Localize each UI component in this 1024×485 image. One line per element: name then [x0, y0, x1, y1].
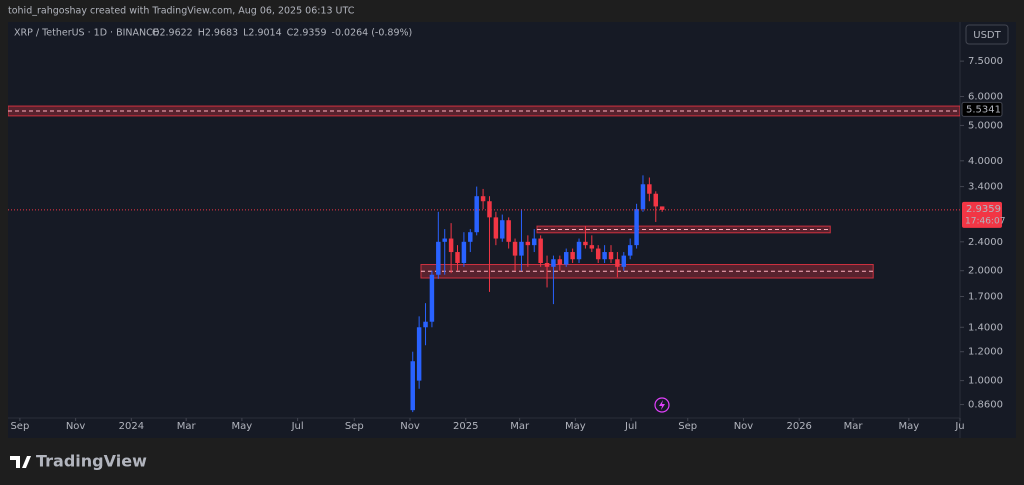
candle-body	[653, 193, 659, 207]
candle-body	[544, 262, 550, 267]
x-tick-label: 2024	[119, 421, 144, 432]
x-tick-label: Ju	[954, 421, 964, 432]
candle-body	[468, 232, 473, 242]
y-tick-label: 1.4000	[968, 322, 1003, 333]
symbol: XRP / TetherUS · 1D · BINANCE	[14, 28, 159, 39]
candle-body	[608, 252, 614, 260]
x-tick-label: Nov	[66, 421, 86, 432]
level-label: 5.5341	[966, 104, 1001, 115]
x-tick-label: 2025	[453, 421, 478, 432]
x-tick-label: Nov	[734, 421, 754, 432]
candle-body	[416, 327, 422, 381]
candle-body	[570, 252, 575, 260]
ohlc-value: L2.9014	[243, 28, 282, 39]
candle-body	[519, 241, 524, 256]
candle-body	[506, 220, 511, 242]
currency-button[interactable]	[965, 24, 1009, 45]
x-tick-label: May	[565, 421, 586, 432]
x-tick-label: Sep	[678, 421, 697, 432]
y-tick-label: 2.4000	[968, 237, 1003, 248]
x-tick-label: 2026	[786, 421, 811, 432]
candle-body	[448, 238, 454, 253]
x-tick-label: Nov	[400, 421, 420, 432]
candle-body	[410, 361, 415, 411]
x-tick-label: Mar	[510, 421, 530, 432]
y-tick-label: 3.4000	[968, 182, 1003, 193]
candle-body	[474, 196, 479, 233]
x-tick-label: Jul	[624, 421, 637, 432]
x-tick-label: May	[898, 421, 919, 432]
candle-body	[647, 184, 652, 194]
y-tick-label: 1.7000	[968, 291, 1003, 302]
ohlc-value: -0.0264 (-0.89%)	[332, 28, 413, 39]
y-tick-label: 5.0000	[968, 120, 1003, 131]
candle-body	[461, 241, 467, 263]
ohlc-value: C2.9359	[287, 28, 327, 39]
candle-body	[595, 248, 601, 260]
candle-body	[538, 238, 543, 263]
candle-body	[615, 259, 620, 267]
candle-body	[621, 255, 627, 267]
countdown: 17:46:07	[965, 216, 1005, 226]
plot	[8, 105, 960, 413]
y-tick-label: 6.0000	[968, 92, 1003, 103]
candle-body	[429, 274, 435, 322]
logo-text: TradingView	[36, 452, 147, 471]
y-tick-label: 7.5000	[968, 56, 1003, 67]
candle-body	[423, 321, 428, 328]
candle-body	[640, 184, 646, 210]
x-tick-label: Sep	[10, 421, 29, 432]
x-tick-label: Sep	[345, 421, 364, 432]
lightning-icon[interactable]	[654, 397, 670, 413]
candle-body	[512, 241, 518, 256]
chart-panel	[8, 22, 1016, 438]
candle-body	[634, 209, 639, 246]
x-tick-label: Mar	[844, 421, 864, 432]
candle-body	[532, 238, 537, 246]
candle-body	[493, 217, 499, 239]
candle-body	[455, 252, 460, 263]
candle-body	[525, 241, 531, 246]
candle-body	[589, 245, 595, 249]
y-tick-label: 2.0000	[968, 266, 1003, 277]
candle-body	[659, 206, 665, 210]
ohlc-value: H2.9683	[198, 28, 238, 39]
x-tick-label: May	[232, 421, 253, 432]
watermark: tohid_rahgoshay created with TradingView…	[8, 6, 355, 17]
logo: TradingView	[10, 452, 147, 471]
y-tick-label: 4.0000	[968, 156, 1003, 167]
y-tick-label: 1.0000	[968, 376, 1003, 387]
ohlc-value: O2.9622	[152, 28, 193, 39]
candle-body	[576, 241, 582, 260]
y-tick-label: 1.2000	[968, 347, 1003, 358]
currency[interactable]: USDT	[973, 30, 1001, 41]
candle-body	[557, 259, 563, 265]
candle-body	[551, 259, 556, 267]
candle-body	[602, 252, 607, 260]
last-price-box	[962, 201, 1002, 228]
candle-body	[442, 238, 447, 242]
candle-body	[563, 252, 569, 265]
x-tick-label: Jul	[291, 421, 304, 432]
lightning-bolt[interactable]	[659, 400, 665, 410]
candle-body	[500, 220, 505, 239]
y-tick-label: 0.8600	[968, 400, 1003, 411]
logo-icon	[10, 456, 31, 468]
lightning-circle[interactable]	[654, 397, 670, 413]
x-tick-label: Mar	[177, 421, 197, 432]
candle-body	[583, 241, 588, 246]
candle-body	[480, 196, 486, 202]
candle-body	[627, 245, 633, 256]
candle-body	[436, 241, 441, 275]
last-price-label: 2.9359	[966, 204, 1001, 215]
candle-body	[487, 201, 492, 218]
level-box	[961, 101, 1003, 117]
